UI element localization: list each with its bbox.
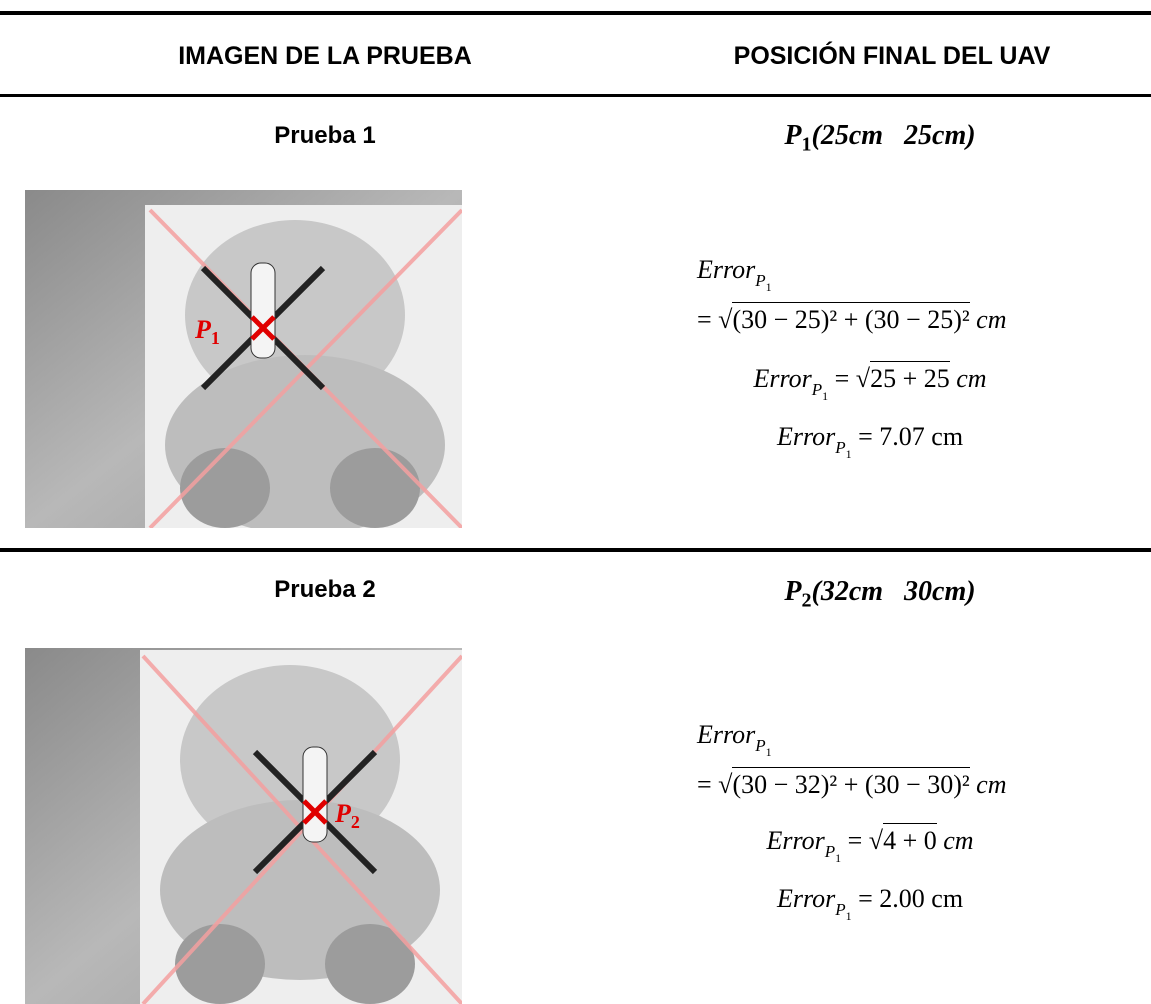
error-subsub: 1 [845,909,852,923]
error-subsub: 1 [822,389,829,403]
error-term: ErrorP1 [697,720,772,759]
error-sub: P [755,736,766,755]
header-rule [0,94,1151,97]
equals: = [847,826,863,855]
error-term: ErrorP1 [776,422,852,461]
error-term: ErrorP1 [753,364,828,403]
error-line: ErrorP1 [697,255,772,295]
equals: = [697,305,712,334]
error-subsub: 1 [835,851,842,865]
root: √ [718,770,733,799]
error-name: Error [697,720,756,749]
position: P1(25cm 25cm) [580,120,1151,157]
error-sub: P [835,900,846,919]
drone-body [250,262,276,359]
drone-body [302,746,328,843]
bear-foot [325,924,415,1004]
error-sub: P [824,842,836,861]
error-subsub: 1 [765,280,772,294]
error-sub: P [835,438,846,457]
error-line: ErrorP1 = 7.07 cm [640,422,1100,462]
root: √ [855,364,871,393]
error-name: Error [753,364,812,393]
root: √ [718,305,733,334]
position-sub: 2 [801,589,812,612]
error-name: Error [776,422,836,451]
equals: = [858,884,873,913]
result: 7.07 cm [879,422,964,451]
marker-label: P2 [334,799,360,832]
unit: cm [976,305,1007,334]
position-sub: 1 [801,133,812,156]
root: √ [868,826,884,855]
error-sub: P [755,271,766,290]
bear-foot [180,448,270,528]
equals: = [834,364,850,393]
bear-foot [175,924,265,1004]
top-rule [0,11,1151,15]
equals: = [697,770,712,799]
radicand: (30 − 25)² + (30 − 25)² [732,302,970,334]
error-name: Error [766,826,825,855]
marker-sub: 2 [351,812,360,832]
test-image: P2 [25,648,462,1004]
error-term: ErrorP1 [776,884,852,923]
radicand: 25 + 25 [870,361,950,393]
error-name: Error [697,255,756,284]
position-coords: (32cm 30cm) [811,576,976,607]
error-name: Error [776,884,836,913]
position-label: P [784,120,802,151]
marker [302,799,328,825]
position-coords: (25cm 25cm) [811,120,976,151]
marker-sub: 1 [211,328,220,348]
bear-foot [330,448,420,528]
header-col2: POSICIÓN FINAL DEL UAV [733,42,1051,70]
error-term: ErrorP1 [766,826,841,865]
error-line: = √(30 − 25)² + (30 − 25)² cm [697,302,1007,335]
unit: cm [956,364,987,393]
unit: cm [976,770,1007,799]
error-subsub: 1 [845,447,852,461]
error-line: ErrorP1 = 2.00 cm [640,884,1100,924]
error-line: = √(30 − 32)² + (30 − 30)² cm [697,767,1007,800]
error-subsub: 1 [765,745,772,759]
equals: = [858,422,873,451]
marker [250,315,276,341]
test-label: Prueba 1 [274,122,376,149]
header-col1: IMAGEN DE LA PRUEBA [178,42,472,70]
unit: cm [943,826,974,855]
radicand: (30 − 32)² + (30 − 30)² [732,767,970,799]
error-line: ErrorP1 [697,720,772,760]
error-line: ErrorP1 = √25 + 25 cm [640,361,1100,404]
marker-label: P1 [194,315,220,348]
error-term: ErrorP1 [697,255,772,294]
error-sub: P [811,380,823,399]
row-rule [0,548,1151,552]
marker-p: P [194,315,212,344]
test-label: Prueba 2 [274,576,376,603]
result: 2.00 cm [879,884,964,913]
error-line: ErrorP1 = √4 + 0 cm [640,823,1100,866]
test-image: P1 [25,190,462,528]
position-label: P [784,576,802,607]
marker-p: P [334,799,352,828]
radicand: 4 + 0 [883,823,937,855]
position: P2(32cm 30cm) [580,576,1151,613]
